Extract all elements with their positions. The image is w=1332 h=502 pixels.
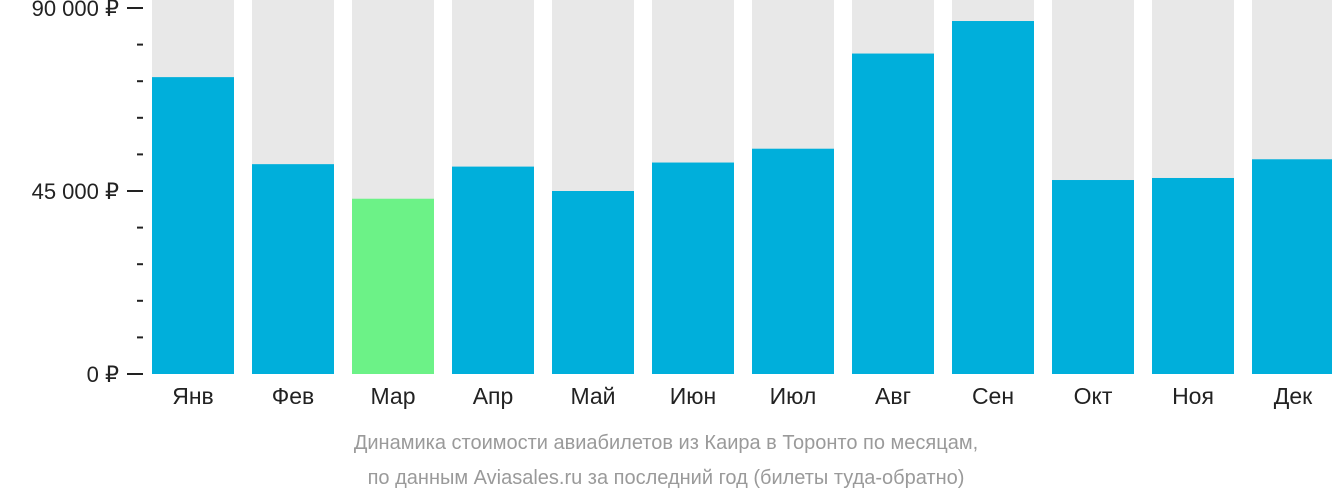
x-tick-label: Июн — [670, 383, 716, 409]
y-axis: 0 ₽ 45 000 ₽ 90 000 ₽ — [32, 0, 143, 387]
data-bars — [152, 21, 1332, 375]
bar-6[interactable] — [652, 162, 734, 374]
x-tick-label: Июл — [770, 383, 817, 409]
x-tick-label: Май — [570, 383, 615, 409]
bar-8[interactable] — [852, 53, 934, 375]
bar-7[interactable] — [752, 148, 834, 374]
bar-5[interactable] — [552, 191, 634, 374]
bar-9[interactable] — [952, 21, 1034, 374]
y-tick-label: 90 000 ₽ — [32, 0, 119, 21]
bar-4[interactable] — [452, 166, 534, 374]
bar-11[interactable] — [1152, 177, 1234, 374]
x-tick-label: Дек — [1274, 383, 1313, 409]
x-tick-label: Окт — [1074, 383, 1113, 409]
x-tick-label: Фев — [272, 383, 315, 409]
bar-2[interactable] — [252, 164, 334, 374]
x-tick-label: Апр — [473, 383, 514, 409]
x-tick-label: Мар — [370, 383, 415, 409]
x-tick-label: Янв — [172, 383, 214, 409]
x-tick-label: Ноя — [1172, 383, 1214, 409]
x-axis-labels: Янв Фев Мар Апр Май Июн Июл Авг Сен Окт Ноя Дек — [172, 383, 1313, 409]
bar-3[interactable] — [352, 198, 434, 374]
x-tick-label: Авг — [875, 383, 911, 409]
bar-1[interactable] — [152, 77, 234, 374]
y-tick-label: 45 000 ₽ — [32, 179, 119, 204]
x-tick-label: Сен — [972, 383, 1014, 409]
bar-12[interactable] — [1252, 159, 1332, 374]
chart-title: Динамика стоимости авиабилетов из Каира … — [353, 432, 979, 454]
y-tick-label: 0 ₽ — [87, 362, 119, 387]
chart-subtitle: по данным Aviasales.ru за последний год … — [367, 467, 965, 489]
bar-10[interactable] — [1052, 180, 1134, 374]
